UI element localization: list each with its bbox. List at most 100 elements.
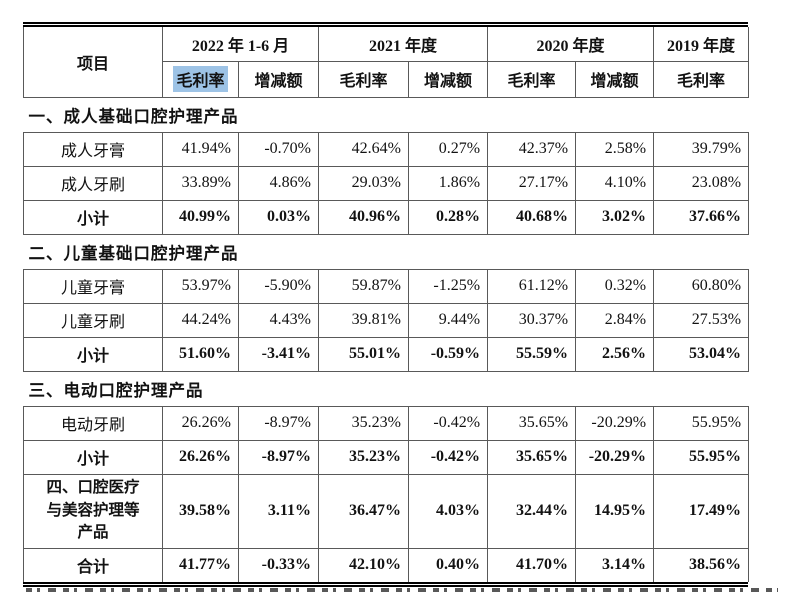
value-cell: 41.70% xyxy=(487,547,577,582)
row-label: 小计 xyxy=(23,199,163,235)
value-cell: 42.64% xyxy=(318,131,409,167)
table-row: 成人牙刷 33.89% 4.86% 29.03% 1.86% 27.17% 4.10% 23.… xyxy=(23,165,750,201)
value-cell: 35.65% xyxy=(487,405,577,441)
value-cell: 44.24% xyxy=(162,302,239,338)
value-cell: 40.68% xyxy=(487,199,577,235)
value-cell: 61.12% xyxy=(487,268,577,304)
subheader-change-2021: 增减额 xyxy=(407,60,489,98)
value-cell: 0.03% xyxy=(238,199,319,235)
value-cell: 55.59% xyxy=(487,336,577,372)
table-row: 儿童牙刷 44.24% 4.43% 39.81% 9.44% 30.37% 2.84% 27.… xyxy=(23,302,750,338)
section-title: 一、成人基础口腔护理产品 xyxy=(23,96,749,133)
subheader-margin-2021: 毛利率 xyxy=(318,60,409,98)
value-cell: 27.53% xyxy=(653,302,750,338)
value-cell: 42.10% xyxy=(318,547,409,582)
row-label: 成人牙刷 xyxy=(23,165,163,201)
value-cell: 39.79% xyxy=(653,131,750,167)
table-row: 成人牙膏 41.94% -0.70% 42.64% 0.27% 42.37% 2.58% 39… xyxy=(23,131,750,167)
table-row: 四、口腔医疗与美容护理等产品 39.58% 3.11% 36.47% 4.03% 32.4… xyxy=(23,473,750,549)
value-cell: 41.77% xyxy=(162,547,239,582)
section-row: 三、电动口腔护理产品 xyxy=(23,370,749,407)
row-label: 成人牙膏 xyxy=(23,131,163,167)
value-cell: 55.95% xyxy=(653,405,750,441)
subheader-margin-2019: 毛利率 xyxy=(653,60,750,98)
value-cell: 39.81% xyxy=(318,302,409,338)
value-cell: 38.56% xyxy=(653,547,750,582)
value-cell: -0.70% xyxy=(238,131,319,167)
value-cell: 26.26% xyxy=(162,439,239,475)
header-period-2020: 2020 年度 xyxy=(487,27,655,62)
header-period-2022h1: 2022 年 1-6 月 xyxy=(162,27,319,62)
row-label: 小计 xyxy=(23,439,163,475)
section-row: 二、儿童基础口腔护理产品 xyxy=(23,233,749,270)
value-cell: 35.23% xyxy=(318,439,409,475)
subheader-change-2022h1: 增减额 xyxy=(238,60,319,98)
value-cell: 3.02% xyxy=(575,199,655,235)
section-title: 三、电动口腔护理产品 xyxy=(23,370,749,407)
value-cell: 53.04% xyxy=(653,336,750,372)
value-cell: -0.42% xyxy=(407,405,489,441)
value-cell: -20.29% xyxy=(575,405,655,441)
value-cell: -1.25% xyxy=(407,268,489,304)
value-cell: 2.56% xyxy=(575,336,655,372)
value-cell: 32.44% xyxy=(487,473,577,549)
value-cell: 42.37% xyxy=(487,131,577,167)
subheader-margin-2020: 毛利率 xyxy=(487,60,577,98)
value-cell: 39.58% xyxy=(162,473,239,549)
row-label: 儿童牙膏 xyxy=(23,268,163,304)
value-cell: 0.32% xyxy=(575,268,655,304)
value-cell: -20.29% xyxy=(575,439,655,475)
table-row: 小计 26.26% -8.97% 35.23% -0.42% 35.65% -20.29% 5… xyxy=(23,439,750,475)
table-header: 项目 2022 年 1-6 月 2021 年度 2020 年度 2019 年度 … xyxy=(23,27,750,98)
value-cell: 3.11% xyxy=(238,473,319,549)
value-cell: 55.01% xyxy=(318,336,409,372)
value-cell: 0.27% xyxy=(407,131,489,167)
value-cell: -0.33% xyxy=(238,547,319,582)
table-row: 小计 51.60% -3.41% 55.01% -0.59% 55.59% 2.56% 53.… xyxy=(23,336,750,372)
value-cell: -0.59% xyxy=(407,336,489,372)
value-cell: 53.97% xyxy=(162,268,239,304)
table-bottom-double-rule xyxy=(23,582,748,587)
subheader-margin-2022h1: 毛利率 xyxy=(162,60,239,98)
value-cell: 59.87% xyxy=(318,268,409,304)
value-cell: 33.89% xyxy=(162,165,239,201)
header-row-years: 项目 2022 年 1-6 月 2021 年度 2020 年度 2019 年度 xyxy=(23,27,750,98)
value-cell: 4.86% xyxy=(238,165,319,201)
value-cell: 0.28% xyxy=(407,199,489,235)
value-cell: 0.40% xyxy=(407,547,489,582)
row-label: 电动牙刷 xyxy=(23,405,163,441)
table-top-double-rule xyxy=(23,22,748,27)
value-cell: 23.08% xyxy=(653,165,750,201)
subheader-change-2020: 增减额 xyxy=(575,60,655,98)
value-cell: -5.90% xyxy=(238,268,319,304)
value-cell: -3.41% xyxy=(238,336,319,372)
header-item: 项目 xyxy=(23,27,163,98)
value-cell: 17.49% xyxy=(653,473,750,549)
header-period-2019: 2019 年度 xyxy=(653,27,750,62)
table-body: 一、成人基础口腔护理产品 成人牙膏 41.94% -0.70% 42.64% 0.27% 4… xyxy=(23,96,750,582)
highlighted-margin-label: 毛利率 xyxy=(173,66,228,92)
row-label: 合计 xyxy=(23,547,163,582)
table-row: 电动牙刷 26.26% -8.97% 35.23% -0.42% 35.65% -20.29… xyxy=(23,405,750,441)
value-cell: 26.26% xyxy=(162,405,239,441)
value-cell: 55.95% xyxy=(653,439,750,475)
row-label: 儿童牙刷 xyxy=(23,302,163,338)
value-cell: -0.42% xyxy=(407,439,489,475)
value-cell: 40.96% xyxy=(318,199,409,235)
value-cell: 2.58% xyxy=(575,131,655,167)
clipped-footnote-text xyxy=(26,588,778,592)
table-row: 儿童牙膏 53.97% -5.90% 59.87% -1.25% 61.12% 0.32% 6… xyxy=(23,268,750,304)
table-row: 小计 40.99% 0.03% 40.96% 0.28% 40.68% 3.02% 37.66… xyxy=(23,199,750,235)
gross-margin-table-wrap: 项目 2022 年 1-6 月 2021 年度 2020 年度 2019 年度 … xyxy=(23,22,750,587)
gross-margin-table: 项目 2022 年 1-6 月 2021 年度 2020 年度 2019 年度 … xyxy=(23,27,750,582)
value-cell: 3.14% xyxy=(575,547,655,582)
row-label: 小计 xyxy=(23,336,163,372)
value-cell: 41.94% xyxy=(162,131,239,167)
row-label: 四、口腔医疗与美容护理等产品 xyxy=(23,473,163,549)
section-title: 二、儿童基础口腔护理产品 xyxy=(23,233,749,270)
value-cell: 35.65% xyxy=(487,439,577,475)
value-cell: 29.03% xyxy=(318,165,409,201)
value-cell: 14.95% xyxy=(575,473,655,549)
header-row-metrics: 毛利率 增减额 毛利率 增减额 毛利率 增减额 毛利率 xyxy=(24,60,750,98)
